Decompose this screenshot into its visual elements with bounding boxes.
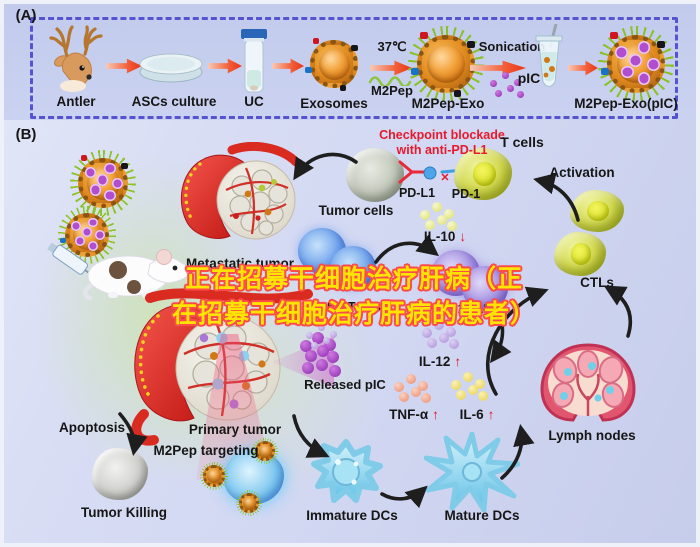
t-cell-icon <box>454 148 512 200</box>
ctls-label: CTLs <box>580 275 614 290</box>
m2pep-targeting-label: M2Pep targeting <box>153 443 259 458</box>
tnf-label: TNF-α ↑ <box>378 407 450 423</box>
down-arrow-icon: ↓ <box>459 229 467 244</box>
il12-dots-icon <box>306 324 337 349</box>
step-label-ascs-culture: ASCs culture <box>131 94 217 109</box>
ctl-cell-icon <box>554 232 606 276</box>
tnf-dots-icon <box>394 374 432 404</box>
blocked-x-icon: ✕ <box>440 172 450 184</box>
apoptosis-label: Apoptosis <box>59 420 125 435</box>
pd-1-label: PD-1 <box>451 187 481 201</box>
tnf-text: TNF-α <box>389 407 429 422</box>
dead-tumor-cell-icon <box>92 448 148 500</box>
panel-b-tag: (B) <box>15 126 37 143</box>
panel-a-dashed-border <box>30 17 678 119</box>
up-arrow-icon: ↑ <box>487 407 495 422</box>
lymph-nodes-label: Lymph nodes <box>548 428 636 443</box>
up-arrow-icon: ↑ <box>432 407 439 422</box>
m2-tams-label: M2 TAMs <box>327 300 381 314</box>
injected-exosome-icon <box>70 150 136 216</box>
primary-tumor-label: Primary tumor <box>188 422 282 437</box>
il10-label: IL-10 ↓ <box>412 229 478 245</box>
il10-text: IL-10 <box>423 229 456 244</box>
released-pic-dots-icon <box>300 332 344 380</box>
m2pep-exo-icon <box>408 26 484 102</box>
curved-arrow <box>603 285 633 338</box>
metastatic-tumor-illustration <box>180 142 301 240</box>
il12-label: IL-12 ↑ <box>406 354 474 370</box>
blood-vessel <box>145 288 313 304</box>
il12-text: IL-12 <box>418 354 451 369</box>
antler-deer-icon <box>49 25 103 92</box>
tumor-killing-label: Tumor Killing <box>81 505 167 520</box>
temperature-label: 37℃ <box>377 39 407 54</box>
pic-dots-icon <box>490 72 524 98</box>
m2pep-peptide-icon <box>368 76 412 86</box>
checkpoint-label-line1: Checkpoint blockade <box>379 128 505 142</box>
panel-a-tag: (A) <box>15 7 37 24</box>
mouse-icon <box>82 249 190 300</box>
mature-dcs-label: Mature DCs <box>444 508 520 523</box>
mini-exosome-icon <box>252 438 278 464</box>
m2pep-exo-pic-icon <box>598 26 674 102</box>
step-label-uc: UC <box>244 94 264 109</box>
petri-dish-icon <box>139 53 203 83</box>
il12-dots-icon <box>422 320 459 350</box>
checkpoint-label-line2: with anti-PD-L1 <box>396 143 488 157</box>
t-cells-label: T cells <box>500 134 544 150</box>
injected-exosome-icon <box>58 206 116 264</box>
watermark-line2: 在招募干细胞治疗肝病的患者） <box>171 300 536 328</box>
step-label-antler: Antler <box>56 94 96 109</box>
primary-tumor-illustration <box>131 304 281 446</box>
activation-label: Activation <box>549 165 615 180</box>
il10-dots-icon <box>420 202 458 232</box>
curved-arrow <box>380 485 428 509</box>
up-arrow-icon: ↑ <box>454 354 462 369</box>
lymph-node-illustration <box>540 343 636 422</box>
sonication-tube-icon <box>535 24 563 87</box>
pic-label: pIC <box>517 70 541 86</box>
il6-label: IL-6 ↑ <box>448 407 506 423</box>
pd-l1-label: PD-L1 <box>398 186 436 200</box>
centrifuge-tube-icon <box>241 29 267 93</box>
mature-dc-icon <box>424 432 520 512</box>
il6-text: IL-6 <box>459 407 484 422</box>
immature-dc-icon <box>311 439 383 503</box>
tumor-cells-label: Tumor cells <box>318 203 394 218</box>
il6-dots-icon <box>451 372 489 402</box>
pd-l1-antibody-icon <box>398 160 466 184</box>
released-pic-label: Released pIC <box>304 377 386 392</box>
t-cell-icon <box>570 190 624 232</box>
step-label-exosomes: Exosomes <box>300 96 368 111</box>
step-label-m2pep-exo: M2Pep-Exo <box>411 96 485 111</box>
mini-exosome-icon <box>200 462 228 490</box>
m2-tam-cell-icon <box>330 246 376 290</box>
sonication-label: Sonication <box>478 39 546 54</box>
m2pep-label: M2Pep <box>371 83 413 98</box>
exosome-icon <box>303 33 365 95</box>
immature-dcs-label: Immature DCs <box>306 508 398 523</box>
step-label-m2pep-exo-pic: M2Pep-Exo(pIC) <box>574 96 678 111</box>
watermark-line1: 正在招募干细胞治疗肝病（正 <box>184 265 523 293</box>
mini-exosome-icon <box>236 490 262 516</box>
